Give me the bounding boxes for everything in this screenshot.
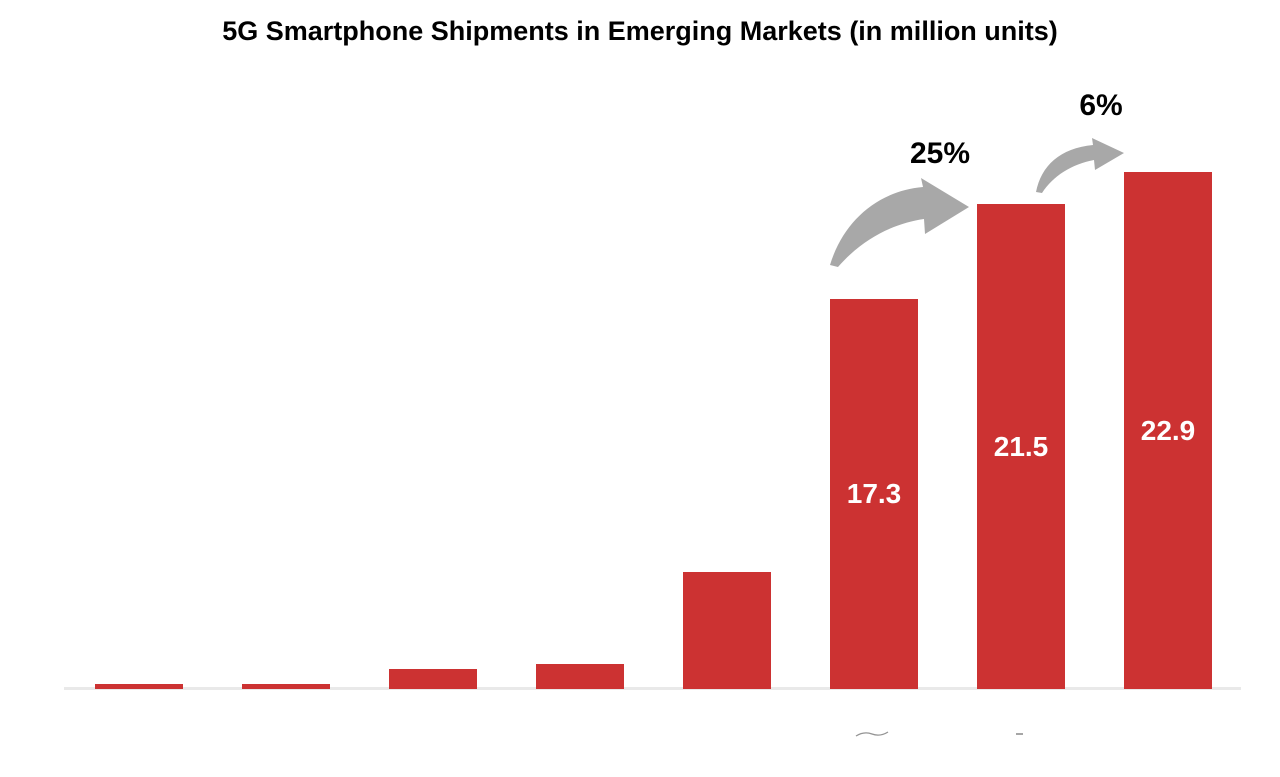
bar (95, 684, 183, 689)
curved-arrow-shape (830, 178, 969, 267)
bar (683, 572, 771, 689)
bar-value-label: 21.5 (993, 430, 1049, 462)
bar-value-label: 17.3 (846, 478, 902, 509)
growth-arrow-icon (830, 178, 969, 267)
chart-title: 5G Smartphone Shipments in Emerging Mark… (222, 16, 1058, 46)
bar: 22.9 (1124, 172, 1212, 689)
bar-value-label: 22.9 (1140, 414, 1196, 446)
growth-percent-label: 6% (1079, 89, 1123, 122)
bar (536, 664, 624, 689)
bar: 17.3 (830, 299, 918, 689)
x-axis-line (64, 687, 1241, 690)
artifact-dash-mark (1016, 733, 1023, 735)
growth-percent-label: 25% (909, 137, 971, 170)
growth-arrow-icon (1036, 138, 1124, 193)
bar: 21.5 (977, 204, 1065, 689)
curved-arrow-shape (1036, 138, 1124, 193)
bar (389, 669, 477, 689)
artifact-squiggle-mark (855, 731, 889, 737)
bar (242, 684, 330, 689)
